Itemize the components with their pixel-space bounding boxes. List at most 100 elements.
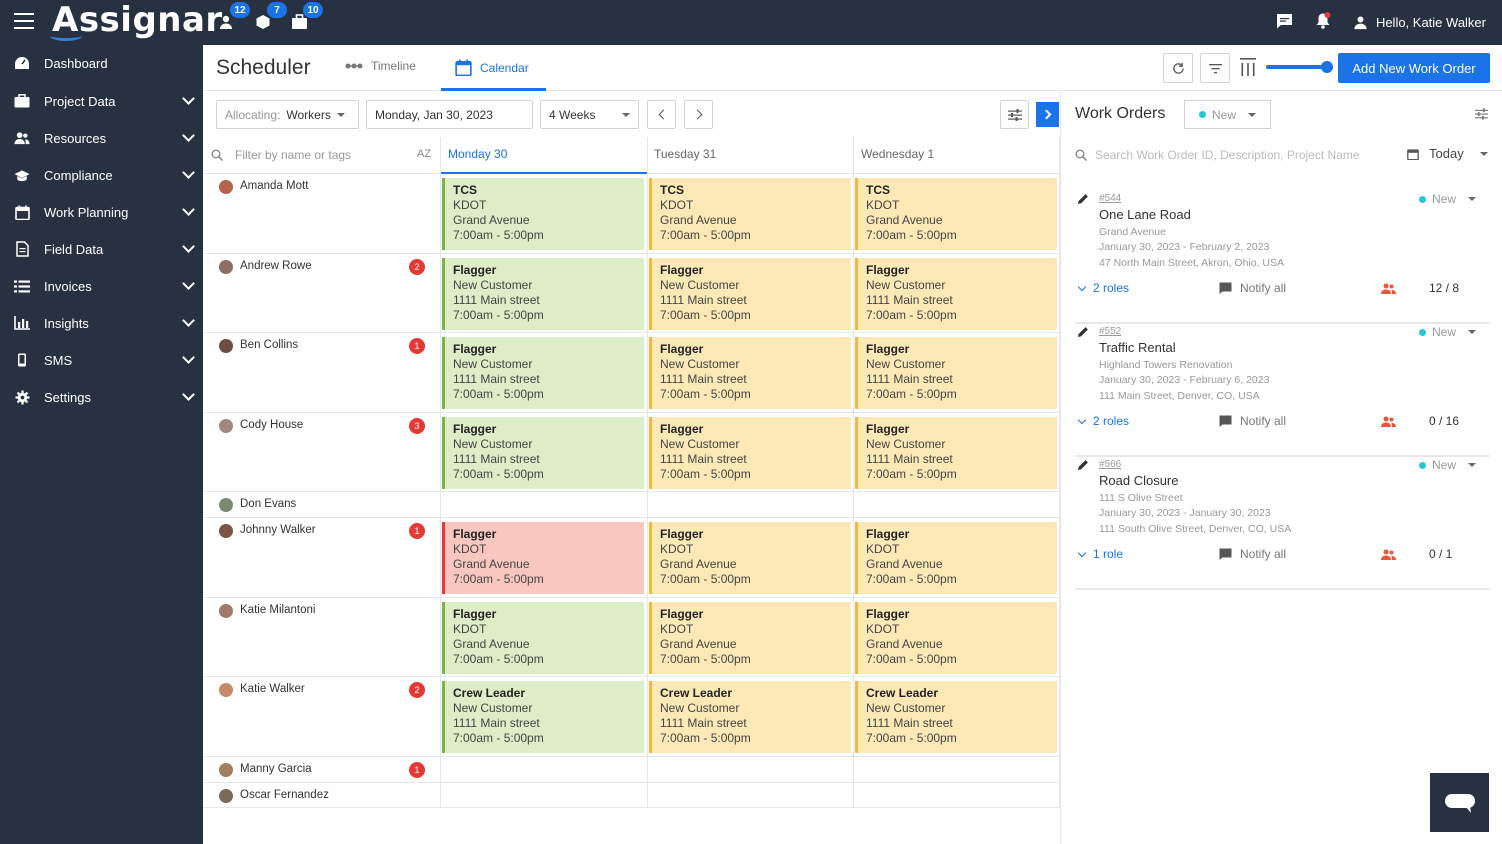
work-order-status-select[interactable]: New (1419, 192, 1477, 206)
sidebar-item-insights[interactable]: Insights (0, 308, 203, 338)
work-order-id[interactable]: #544 (1099, 193, 1122, 204)
shift-customer: New Customer (660, 437, 740, 451)
shift-card[interactable]: TCS KDOT Grand Avenue 7:00am - 5:00pm (855, 178, 1057, 250)
shift-role: Flagger (866, 607, 910, 621)
shift-card[interactable]: Flagger KDOT Grand Avenue 7:00am - 5:00pm (442, 602, 644, 674)
shift-card[interactable]: Flagger New Customer 1111 Main street 7:00a… (442, 337, 644, 409)
shift-card[interactable]: Flagger KDOT Grand Avenue 7:00am - 5:00pm (855, 522, 1057, 594)
notify-all-button[interactable]: Notify all (1219, 281, 1286, 295)
edit-icon[interactable] (1077, 459, 1089, 474)
work-order-status-select[interactable]: New (1419, 458, 1477, 472)
menu-icon[interactable] (14, 13, 34, 29)
shift-card[interactable]: TCS KDOT Grand Avenue 7:00am - 5:00pm (442, 178, 644, 250)
message-icon[interactable] (1276, 13, 1293, 32)
gear-icon (14, 389, 30, 405)
work-order-id[interactable]: #566 (1099, 459, 1122, 470)
collapse-panel-button[interactable] (1036, 102, 1059, 127)
conflict-badge: 2 (409, 259, 425, 275)
tab-calendar[interactable]: Calendar (455, 59, 529, 76)
work-order-card[interactable]: #544 One Lane Road Grand Avenue January 30,… (1075, 191, 1489, 324)
previous-button[interactable] (647, 100, 676, 129)
user-menu[interactable]: Hello, Katie Walker (1353, 15, 1486, 30)
shift-card[interactable]: Flagger KDOT Grand Avenue 7:00am - 5:00pm (855, 602, 1057, 674)
sidebar-item-field-data[interactable]: Field Data (0, 234, 203, 264)
worker-cell[interactable]: Katie Milantoni (203, 598, 440, 676)
sidebar-item-resources[interactable]: Resources (0, 123, 203, 153)
shift-card[interactable]: Flagger KDOT Grand Avenue 7:00am - 5:00pm (649, 522, 851, 594)
work-order-card[interactable]: #552 Traffic Rental Highland Towers Renova… (1075, 324, 1489, 457)
worker-filter-input[interactable]: Filter by name or tags (211, 148, 351, 162)
roles-toggle[interactable]: 2 roles (1077, 281, 1129, 295)
edit-icon[interactable] (1077, 326, 1089, 341)
worker-cell[interactable]: Manny Garcia 1 (203, 757, 440, 782)
shift-card[interactable]: TCS KDOT Grand Avenue 7:00am - 5:00pm (649, 178, 851, 250)
shift-time: 7:00am - 5:00pm (866, 731, 957, 745)
sidebar-item-project-data[interactable]: Project Data (0, 86, 203, 116)
sort-button[interactable]: AZ (417, 148, 432, 160)
sidebar-item-work-planning[interactable]: Work Planning (0, 197, 203, 227)
date-picker[interactable]: Monday, Jan 30, 2023 (366, 100, 533, 129)
bell-icon[interactable] (1315, 12, 1331, 32)
worker-cell[interactable]: Cody House 3 (203, 413, 440, 491)
edit-icon[interactable] (1077, 193, 1089, 208)
chevron-down-icon (182, 203, 195, 216)
sidebar-item-settings[interactable]: Settings (0, 382, 203, 412)
add-work-order-button[interactable]: Add New Work Order (1338, 53, 1490, 83)
cube-icon[interactable]: 7 (255, 2, 287, 30)
shift-card[interactable]: Flagger KDOT Grand Avenue 7:00am - 5:00pm (442, 522, 644, 594)
zoom-slider[interactable] (1266, 61, 1333, 73)
roles-toggle[interactable]: 2 roles (1077, 414, 1129, 428)
shift-card[interactable]: Crew Leader New Customer 1111 Main street 7… (649, 681, 851, 753)
status-filter-select[interactable]: New (1184, 100, 1271, 129)
calendar-icon (1407, 148, 1419, 160)
work-order-name: One Lane Road (1099, 207, 1191, 222)
work-order-search-input[interactable]: Search Work Order ID, Description, Proje… (1075, 148, 1360, 162)
range-select[interactable]: 4 Weeks (540, 100, 639, 129)
next-button[interactable] (684, 100, 713, 129)
shift-card[interactable]: Flagger KDOT Grand Avenue 7:00am - 5:00pm (649, 602, 851, 674)
refresh-button[interactable] (1163, 53, 1193, 83)
worker-cell[interactable]: Don Evans (203, 492, 440, 517)
work-order-id[interactable]: #552 (1099, 326, 1122, 337)
worker-cell[interactable]: Amanda Mott (203, 174, 440, 253)
caret-down-icon (1468, 197, 1477, 201)
today-indicator (441, 172, 647, 174)
worker-cell[interactable]: Johnny Walker 1 (203, 518, 440, 597)
notify-all-button[interactable]: Notify all (1219, 414, 1286, 428)
shift-card[interactable]: Flagger New Customer 1111 Main street 7:00a… (855, 417, 1057, 489)
tab-timeline[interactable]: Timeline (345, 59, 416, 73)
shift-card[interactable]: Crew Leader New Customer 1111 Main street 7… (855, 681, 1057, 753)
shift-card[interactable]: Flagger New Customer 1111 Main street 7:00a… (855, 258, 1057, 330)
shift-card[interactable]: Flagger New Customer 1111 Main street 7:00a… (649, 258, 851, 330)
view-settings-button[interactable] (1000, 100, 1029, 129)
sidebar-item-compliance[interactable]: Compliance (0, 160, 203, 190)
sidebar-item-sms[interactable]: SMS (0, 345, 203, 375)
sidebar-item-dashboard[interactable]: Dashboard (0, 48, 203, 78)
columns-icon[interactable] (1240, 58, 1256, 79)
allocating-select[interactable]: Allocating: Workers (216, 100, 359, 129)
chat-button[interactable] (1430, 773, 1489, 832)
worker-cell[interactable]: Oscar Fernandez (203, 783, 440, 807)
shift-card[interactable]: Crew Leader New Customer 1111 Main street 7… (442, 681, 644, 753)
worker-cell[interactable]: Andrew Rowe 2 (203, 254, 440, 332)
shift-card[interactable]: Flagger New Customer 1111 Main street 7:00a… (442, 258, 644, 330)
message-icon (1219, 548, 1232, 560)
person-icon[interactable]: 12 (218, 2, 250, 30)
worker-cell[interactable]: Ben Collins 1 (203, 333, 440, 412)
zoom-slider-handle[interactable] (1321, 61, 1333, 73)
worker-cell[interactable]: Katie Walker 2 (203, 677, 440, 756)
date-filter-select[interactable]: Today (1407, 146, 1488, 161)
shift-card[interactable]: Flagger New Customer 1111 Main street 7:00a… (442, 417, 644, 489)
briefcase-icon[interactable]: 10 (291, 2, 323, 30)
shift-card[interactable]: Flagger New Customer 1111 Main street 7:00a… (649, 417, 851, 489)
notify-all-button[interactable]: Notify all (1219, 547, 1286, 561)
sliders-icon[interactable] (1475, 108, 1488, 123)
work-order-status-select[interactable]: New (1419, 325, 1477, 339)
chevron-down-icon (182, 92, 195, 105)
work-order-card[interactable]: #566 Road Closure 111 S Olive Street Januar… (1075, 457, 1489, 590)
roles-toggle[interactable]: 1 role (1077, 547, 1123, 561)
shift-card[interactable]: Flagger New Customer 1111 Main street 7:00a… (855, 337, 1057, 409)
sidebar-item-invoices[interactable]: Invoices (0, 271, 203, 301)
shift-card[interactable]: Flagger New Customer 1111 Main street 7:00a… (649, 337, 851, 409)
filter-button[interactable] (1200, 53, 1230, 83)
